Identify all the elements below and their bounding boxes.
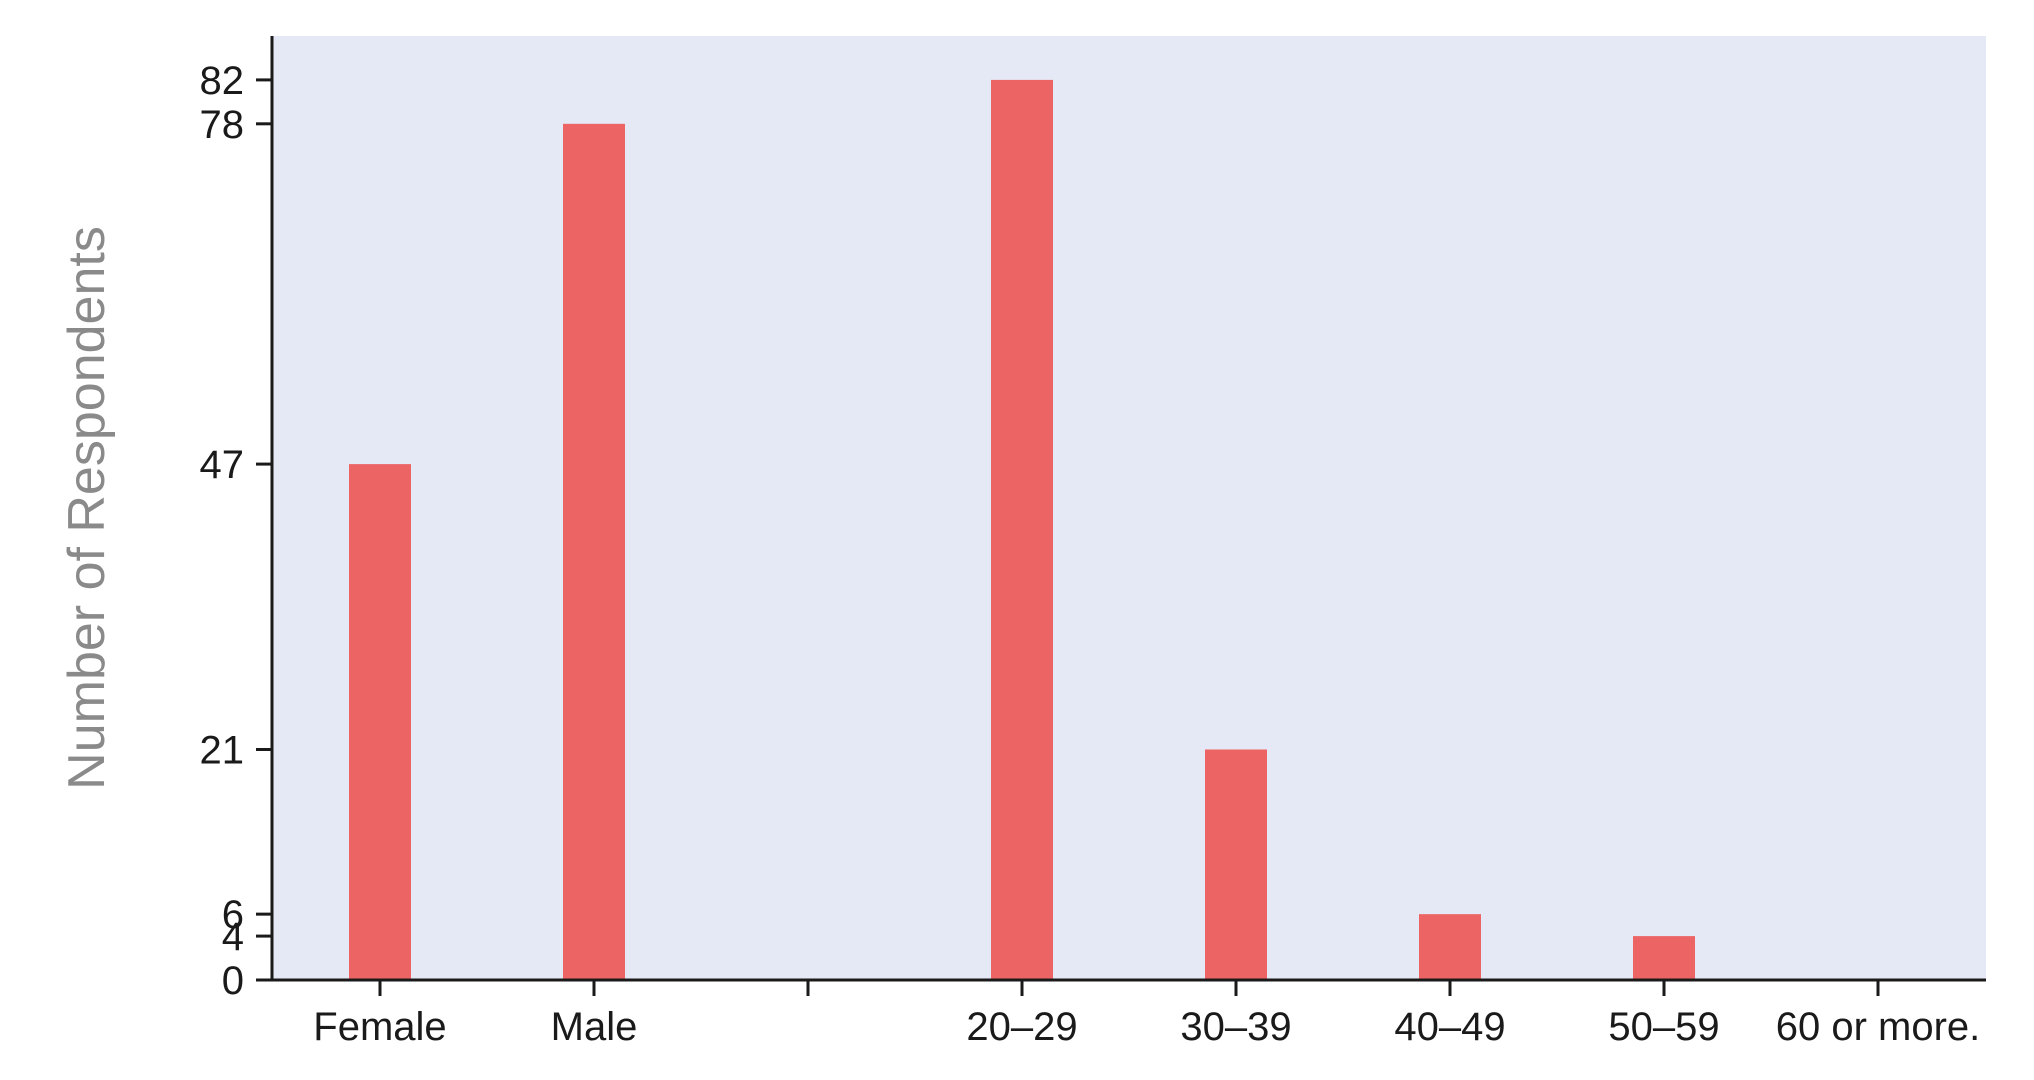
x-tick-label: 60 or more. (1776, 1005, 1981, 1049)
y-tick-label: 21 (200, 728, 245, 772)
x-tick-label: 30–39 (1180, 1005, 1291, 1049)
y-tick-label: 6 (222, 893, 244, 937)
bar-40-49 (1419, 914, 1481, 980)
x-axis: Female Male 20–29 30–39 40–49 50–59 60 or more… (272, 978, 1986, 1049)
bars-group (349, 79, 1695, 980)
x-tick-label: Male (551, 1005, 638, 1049)
y-tick-label: 78 (200, 103, 245, 147)
y-tick-label: 82 (200, 59, 245, 103)
bar-50-59 (1633, 936, 1695, 980)
x-tick-label: 50–59 (1608, 1005, 1719, 1049)
bar-20-29 (991, 79, 1053, 980)
bar-30-39 (1205, 749, 1267, 980)
bar-female (349, 464, 411, 980)
y-tick-label: 0 (222, 959, 244, 1003)
x-tick-label: 20–29 (966, 1005, 1077, 1049)
x-tick-label: Female (313, 1005, 446, 1049)
bar-male (563, 123, 625, 980)
x-tick-label: 40–49 (1394, 1005, 1505, 1049)
y-axis-title: Number of Respondents (58, 226, 116, 790)
plot-background (272, 36, 1986, 980)
y-tick-label: 4 (222, 915, 244, 959)
y-tick-label: 47 (200, 443, 245, 487)
